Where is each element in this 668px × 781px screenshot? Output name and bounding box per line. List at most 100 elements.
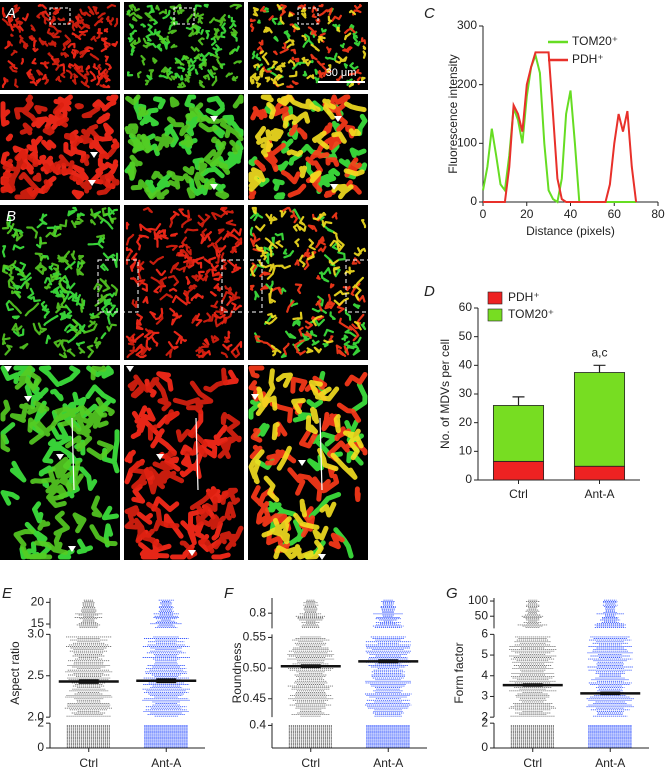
y-tick-label: 40: [459, 358, 473, 372]
legend-label: PDH⁺: [572, 52, 604, 66]
dot-cloud: [74, 599, 103, 628]
profile-line: [195, 417, 199, 491]
error-bar: [78, 679, 99, 684]
y-tick-label: 0: [465, 472, 472, 486]
y-tick-label: 0: [470, 194, 477, 208]
panel-label: A: [5, 5, 16, 22]
structure: [126, 3, 243, 89]
scale-label: 30 μm: [326, 67, 357, 79]
arrowhead: [68, 546, 76, 552]
y-tick-label: 5: [481, 647, 488, 661]
dot-cloud: [288, 724, 333, 748]
arrowhead: [330, 184, 338, 190]
x-tick-label: Ant-A: [151, 756, 181, 770]
x-tick-label: Ant-A: [595, 756, 625, 770]
dot-cloud: [510, 724, 555, 748]
structure: [0, 365, 118, 560]
x-tick-label: Ant-A: [584, 487, 614, 501]
panel-label: E: [2, 585, 13, 602]
arrowhead: [126, 366, 134, 372]
panel-label: D: [424, 283, 435, 300]
y-tick-label: 2: [481, 715, 488, 729]
inset-box: [97, 259, 139, 313]
structure: [248, 368, 364, 560]
y-tick-label: 60: [459, 300, 473, 314]
y-tick-label: 0.8: [249, 605, 266, 619]
bar-segment: [573, 372, 626, 467]
dot-cloud: [150, 599, 183, 628]
dot-cloud: [366, 724, 411, 748]
arrowhead: [156, 454, 164, 460]
x-tick-label: Ctrl: [509, 487, 528, 501]
micrograph: [248, 2, 368, 90]
arrowhead: [298, 460, 306, 466]
dot-cloud: [594, 599, 626, 628]
error-bar: [512, 396, 525, 406]
dot-cloud: [372, 599, 404, 628]
x-tick-label: 20: [520, 207, 534, 221]
x-tick-label: 80: [651, 207, 665, 221]
profile-line: [319, 417, 323, 491]
inset-box: [345, 259, 387, 313]
arrowhead: [318, 554, 326, 560]
y-tick-label: 3: [481, 689, 488, 703]
structure: [124, 94, 244, 200]
error-bar: [522, 683, 543, 687]
panel-label: F: [224, 585, 234, 602]
x-tick-label: Ctrl: [523, 756, 542, 770]
x-tick-label: Ctrl: [79, 756, 98, 770]
arrowhead: [88, 180, 96, 186]
dot-cloud: [517, 599, 548, 628]
error-bar: [593, 364, 606, 373]
legend-label: TOM20⁺: [508, 307, 554, 321]
x-tick-label: 40: [564, 207, 578, 221]
error-bar: [300, 664, 321, 669]
y-tick-label: 300: [457, 18, 477, 32]
legend-label: TOM20⁺: [572, 34, 618, 48]
y-tick-label: 50: [459, 329, 473, 343]
y-tick-label: 10: [459, 444, 473, 458]
arrowhead: [210, 184, 218, 190]
x-tick-label: Ant-A: [373, 756, 403, 770]
error-bar: [156, 678, 177, 684]
y-axis-label: Aspect ratio: [8, 641, 22, 705]
x-tick-label: 0: [480, 207, 487, 221]
legend-swatch: [487, 291, 503, 305]
structure: [1, 207, 119, 359]
inset-box: [173, 7, 195, 25]
y-tick-label: 100: [468, 593, 488, 607]
x-tick-label: Ctrl: [301, 756, 320, 770]
y-tick-label: 4: [481, 668, 488, 682]
y-tick-label: 50: [475, 608, 489, 622]
dot-cloud: [66, 724, 111, 748]
y-tick-label: 6: [481, 627, 488, 641]
y-tick-label: 3.0: [27, 627, 44, 641]
y-axis-label: No. of MDVs per cell: [438, 339, 452, 449]
dot-cloud: [64, 636, 113, 717]
y-tick-label: 0.45: [243, 691, 267, 705]
profile-line: [71, 417, 75, 491]
legend-label: PDH⁺: [508, 290, 540, 304]
panel-label: G: [446, 585, 458, 602]
panel-label: C: [424, 5, 435, 22]
bar-segment: [492, 405, 545, 462]
series-line: [482, 51, 637, 204]
y-tick-label: 20: [31, 595, 45, 609]
bar-segment: [573, 465, 626, 481]
structure: [0, 94, 120, 200]
y-tick-label: 30: [459, 386, 473, 400]
bar-segment: [492, 460, 545, 481]
structure: [124, 367, 244, 560]
dot-cloud: [142, 636, 191, 717]
y-tick-label: 2.5: [27, 668, 44, 682]
arrowhead: [334, 116, 342, 122]
dot-cloud: [365, 636, 412, 717]
x-tick-label: 60: [608, 207, 622, 221]
structure: [248, 94, 367, 200]
panel-label: B: [6, 208, 16, 225]
arrowhead: [24, 396, 32, 402]
dot-cloud: [588, 724, 633, 748]
structure: [1, 3, 119, 89]
series-line: [483, 51, 638, 203]
